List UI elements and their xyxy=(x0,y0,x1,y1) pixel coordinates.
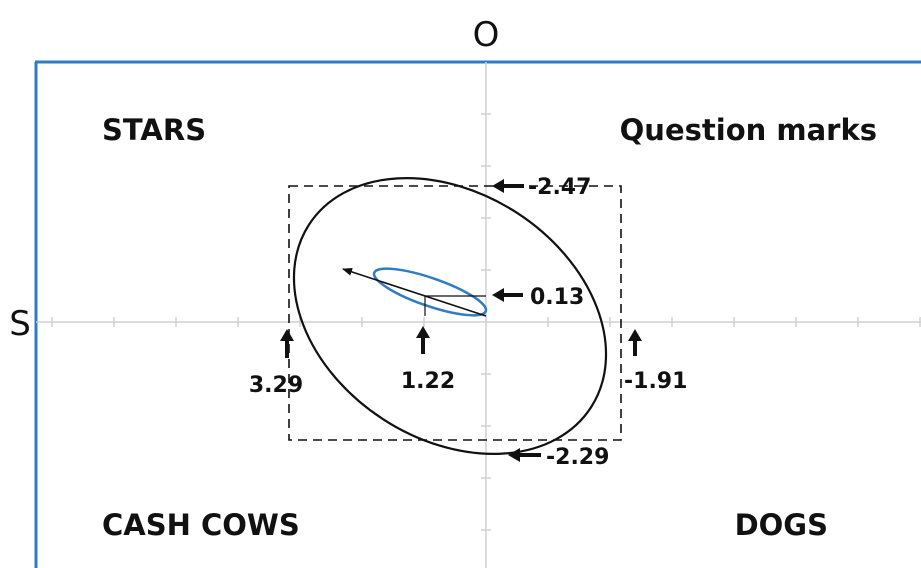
value-label-left: 3.29 xyxy=(249,373,303,398)
direction-vector xyxy=(342,268,487,317)
outer-ellipse xyxy=(292,177,608,455)
quadrant-label-dogs: DOGS xyxy=(735,508,828,542)
value-label-right: -1.91 xyxy=(624,369,687,394)
quadrant-label-question-marks: Question marks xyxy=(620,113,877,147)
arrow-left xyxy=(280,329,294,358)
arrow-inner xyxy=(492,288,523,302)
arrow-top xyxy=(492,179,524,193)
axis-ticks xyxy=(51,113,921,531)
dashed-bounding-box xyxy=(288,185,622,441)
arrow-bottom xyxy=(508,448,541,462)
value-label-inner: 0.13 xyxy=(530,285,584,310)
quadrant-label-stars: STARS xyxy=(102,113,206,147)
quadrant-label-cash-cows: CASH COWS xyxy=(102,508,300,542)
axis-label-left: S xyxy=(9,304,31,344)
axis-label-top: O xyxy=(473,15,500,55)
arrow-center xyxy=(416,326,430,354)
value-label-bottom: -2.29 xyxy=(546,445,609,470)
value-label-center: 1.22 xyxy=(401,369,455,394)
inner-ellipse xyxy=(372,267,488,317)
arrow-right xyxy=(628,329,642,356)
value-label-top: -2.47 xyxy=(528,175,591,200)
